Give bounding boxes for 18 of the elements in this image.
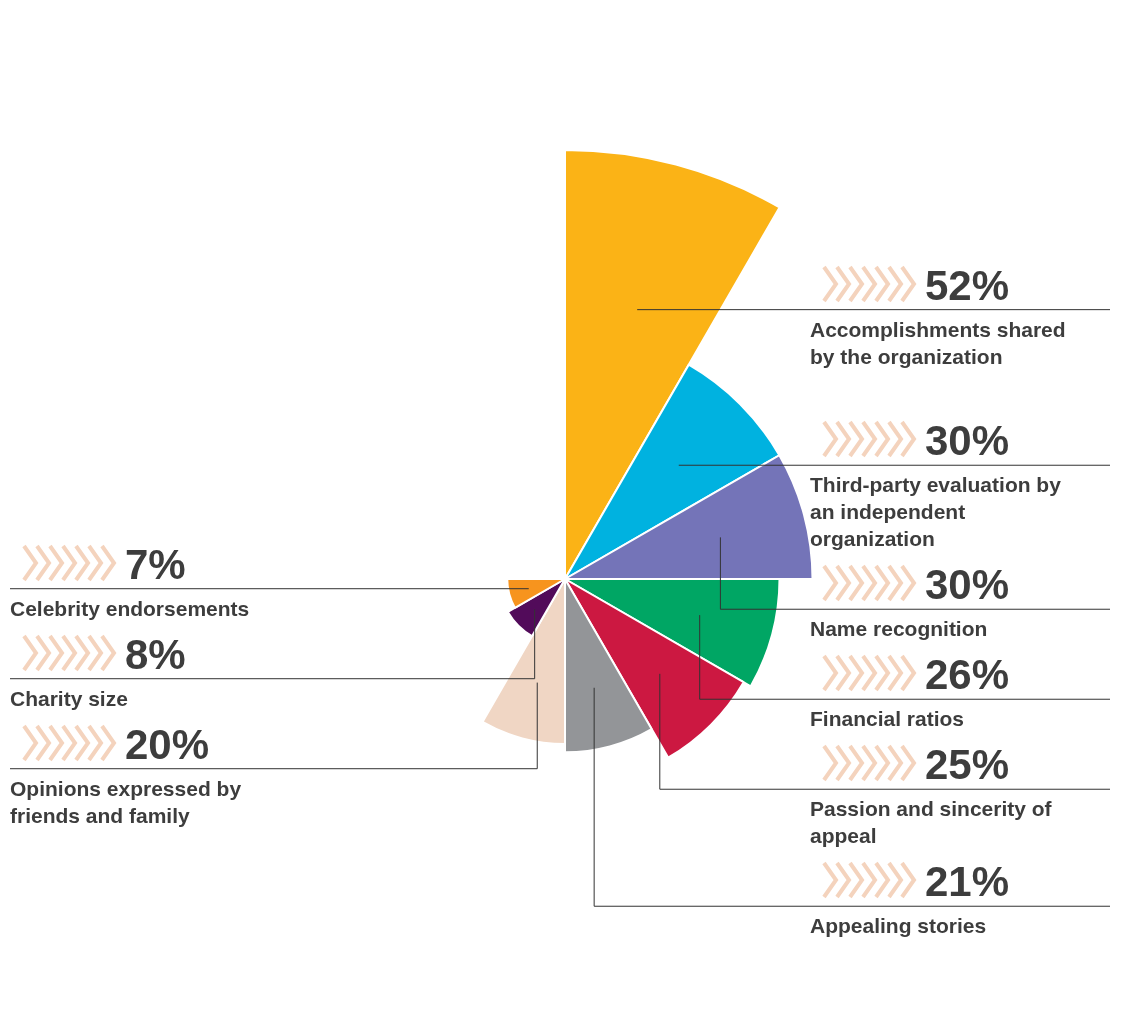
data-label: 30% bbox=[925, 417, 1010, 465]
category-label: Third-party evaluation by an independent organization bbox=[810, 472, 1062, 553]
category-label: Name recognition bbox=[810, 616, 989, 643]
category-label: Opinions expressed by friends and family bbox=[10, 775, 243, 829]
category-label: Passion and sincerity of appeal bbox=[810, 796, 1053, 850]
category-label: Celebrity endorsements bbox=[10, 595, 251, 622]
category-label: Charity size bbox=[10, 685, 129, 712]
category-label: Accomplishments shared by the organization bbox=[810, 316, 1067, 370]
data-label: 7% bbox=[125, 540, 186, 588]
data-label: 25% bbox=[925, 741, 1010, 789]
data-label: 52% bbox=[925, 261, 1010, 309]
data-label: 30% bbox=[925, 561, 1010, 609]
data-label: 21% bbox=[925, 858, 1010, 906]
category-label: Financial ratios bbox=[810, 706, 966, 733]
data-label: 8% bbox=[125, 630, 186, 678]
data-label: 26% bbox=[925, 651, 1010, 699]
data-label: 20% bbox=[125, 720, 210, 768]
category-label: Appealing stories bbox=[810, 913, 988, 940]
